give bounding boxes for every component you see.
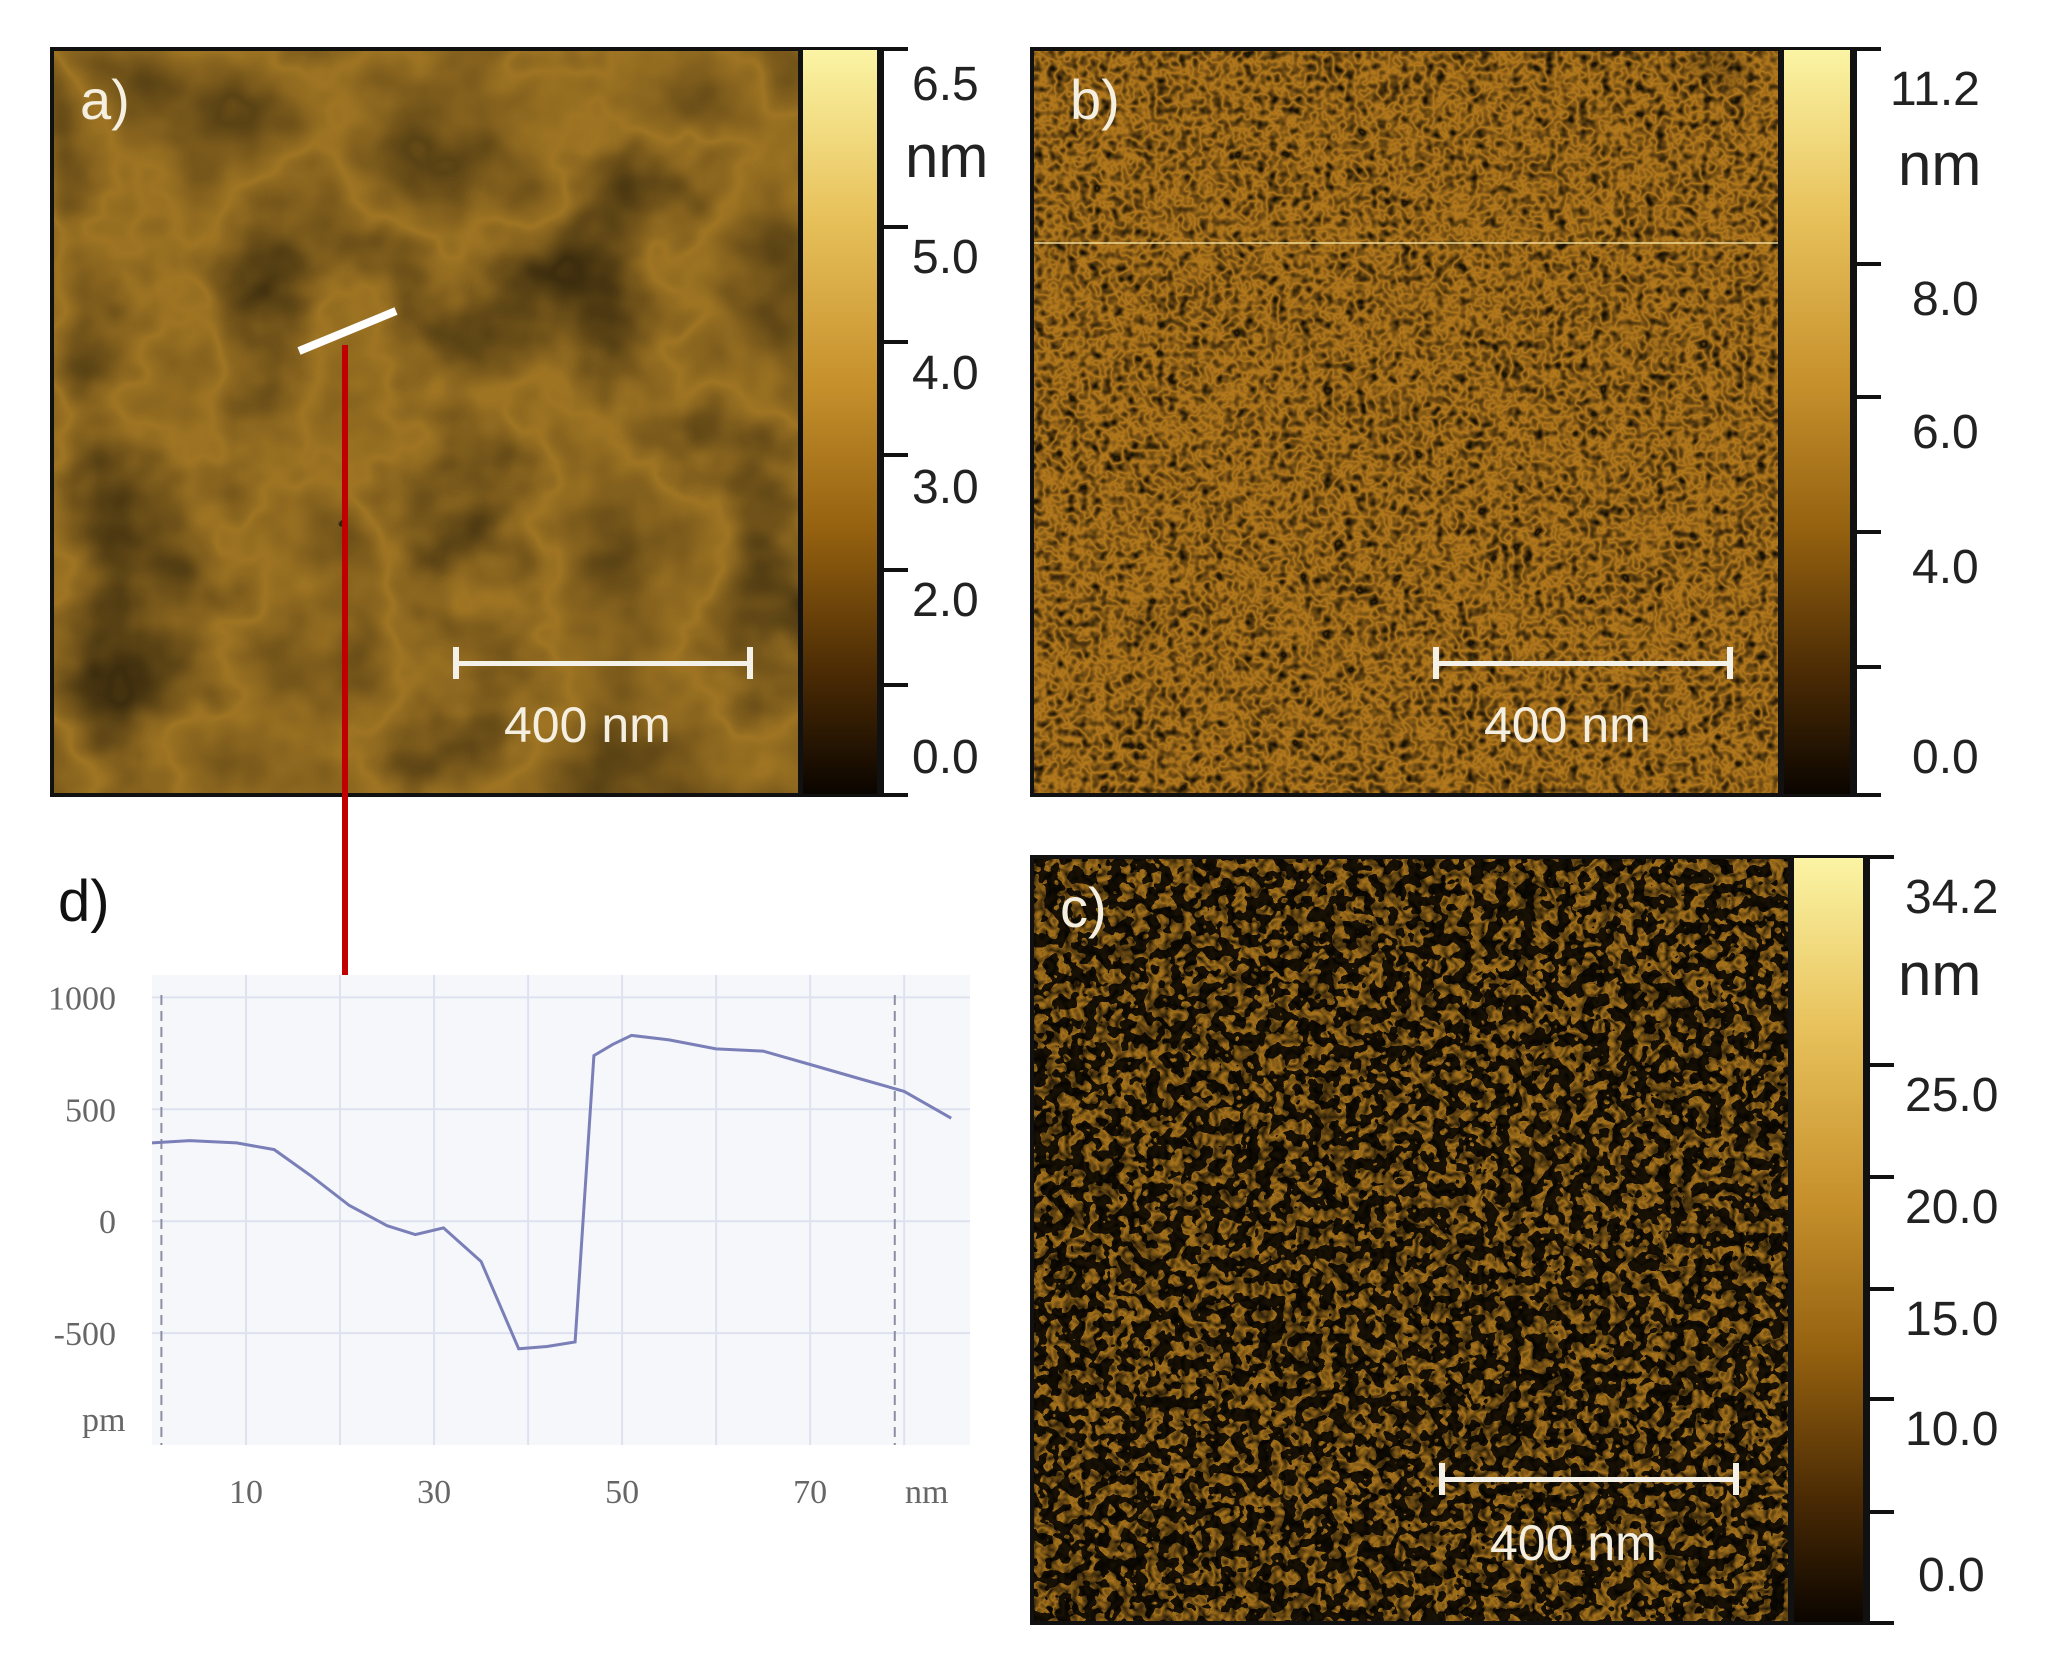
panel-c-label: c) bbox=[1060, 876, 1107, 939]
colorbar-a-axis bbox=[880, 47, 884, 797]
colorbar-b-tick bbox=[1853, 262, 1881, 266]
colorbar-a-tick bbox=[880, 340, 908, 344]
scale-bar-b-text: 400 nm bbox=[1484, 697, 1651, 753]
colorbar-a-tick-label: 5.0 bbox=[912, 231, 979, 284]
colorbar-b-tick bbox=[1853, 530, 1881, 534]
colorbar-c-tick-label: 0.0 bbox=[1918, 1549, 1985, 1602]
x-unit-label: nm bbox=[905, 1474, 948, 1511]
afm-image-c bbox=[1034, 859, 1788, 1621]
scale-bar-b bbox=[1433, 647, 1733, 679]
afm-panel-c: c) 400 nm bbox=[1030, 855, 1792, 1625]
x-tick-label: 30 bbox=[417, 1474, 451, 1511]
scale-bar-a bbox=[453, 647, 753, 679]
colorbar-b-tick-label: 0.0 bbox=[1912, 731, 1979, 784]
x-tick-label: 10 bbox=[229, 1474, 263, 1511]
colorbar-a-tick bbox=[880, 47, 908, 51]
colorbar-a-tick-label: 0.0 bbox=[912, 731, 979, 784]
colorbar-c-tick bbox=[1866, 855, 1894, 859]
colorbar-a-max: 6.5 bbox=[912, 58, 979, 111]
afm-panel-a: a) 400 nm bbox=[50, 47, 802, 797]
colorbar-b-tick-label: 8.0 bbox=[1912, 273, 1979, 326]
y-tick-label: 500 bbox=[65, 1092, 116, 1129]
colorbar-b-tick bbox=[1853, 47, 1881, 51]
scale-bar-c-text: 400 nm bbox=[1490, 1515, 1657, 1571]
colorbar-a-tick bbox=[880, 453, 908, 457]
colorbar-b-tick bbox=[1853, 395, 1881, 399]
colorbar-b-tick-label: 4.0 bbox=[1912, 541, 1979, 594]
colorbar-a-tick bbox=[880, 793, 908, 797]
afm-image-b bbox=[1034, 51, 1778, 793]
colorbar-c bbox=[1791, 855, 1866, 1625]
colorbar-c-tick bbox=[1866, 1397, 1894, 1401]
colorbar-a bbox=[800, 47, 880, 797]
colorbar-c-tick bbox=[1866, 1287, 1894, 1291]
panel-a-label: a) bbox=[80, 68, 130, 131]
colorbar-c-tick-label: 25.0 bbox=[1905, 1069, 1999, 1122]
colorbar-c-unit: nm bbox=[1898, 941, 1982, 1008]
profile-chart: 1000 500 0 -500 10 30 50 70 pm nm bbox=[48, 975, 970, 1511]
plot-area bbox=[152, 975, 970, 1445]
colorbar-a-tick bbox=[880, 683, 908, 687]
colorbar-c-axis bbox=[1866, 855, 1870, 1625]
afm-panel-b: b) 400 nm bbox=[1030, 47, 1782, 797]
colorbar-a-tick bbox=[880, 568, 908, 572]
colorbar-a-tick-label: 3.0 bbox=[912, 461, 979, 514]
x-tick-label: 70 bbox=[793, 1474, 827, 1511]
x-tick-label: 50 bbox=[605, 1474, 639, 1511]
profile-series-line bbox=[151, 1033, 952, 1351]
colorbar-b-axis bbox=[1853, 47, 1857, 797]
scale-bar-c bbox=[1439, 1463, 1739, 1495]
colorbar-c-tick-label: 15.0 bbox=[1905, 1293, 1999, 1346]
scale-bar-a-text: 400 nm bbox=[504, 697, 671, 753]
colorbar-c-max: 34.2 bbox=[1905, 871, 1999, 924]
colorbar-b-tick-label: 6.0 bbox=[1912, 406, 1979, 459]
y-tick-label: -500 bbox=[54, 1316, 116, 1353]
colorbar-b bbox=[1781, 47, 1853, 797]
y-tick-label: 1000 bbox=[48, 980, 116, 1017]
colorbar-b-tick bbox=[1853, 665, 1881, 669]
colorbar-c-tick bbox=[1866, 1175, 1894, 1179]
colorbar-a-tick bbox=[880, 225, 908, 229]
y-unit-label: pm bbox=[82, 1402, 125, 1439]
colorbar-a-tick-label: 2.0 bbox=[912, 574, 979, 627]
colorbar-c-tick bbox=[1866, 1063, 1894, 1067]
profile-line-marker bbox=[297, 307, 398, 355]
colorbar-a-unit: nm bbox=[905, 123, 989, 190]
panel-d-label: d) bbox=[58, 869, 110, 934]
colorbar-c-tick bbox=[1866, 1510, 1894, 1514]
afm-image-a bbox=[54, 51, 798, 793]
colorbar-b-tick bbox=[1853, 793, 1881, 797]
colorbar-c-tick bbox=[1866, 1621, 1894, 1625]
panel-b-label: b) bbox=[1070, 68, 1120, 131]
colorbar-b-max: 11.2 bbox=[1890, 63, 1980, 116]
colorbar-c-tick-label: 10.0 bbox=[1905, 1403, 1999, 1456]
colorbar-a-tick-label: 4.0 bbox=[912, 347, 979, 400]
profile-arrow bbox=[330, 345, 360, 1050]
colorbar-b-unit: nm bbox=[1898, 131, 1982, 198]
colorbar-c-tick-label: 20.0 bbox=[1905, 1181, 1999, 1234]
y-tick-label: 0 bbox=[99, 1204, 116, 1241]
